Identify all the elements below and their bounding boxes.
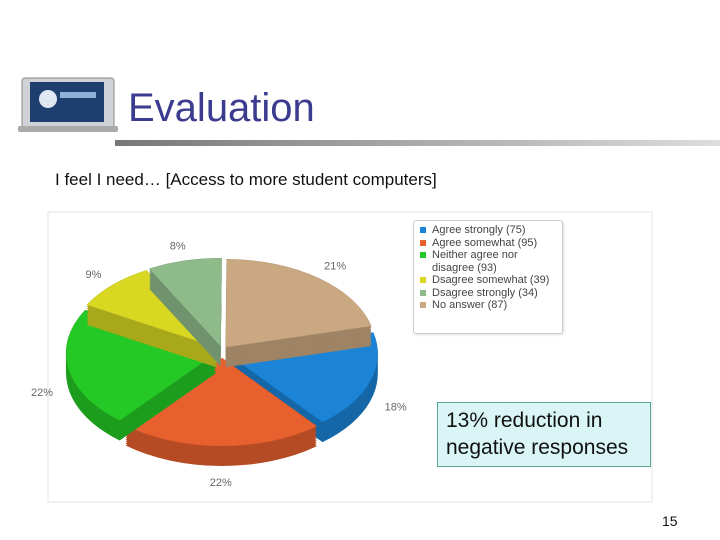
legend-swatch [420,302,426,308]
pie-label: 18% [385,402,407,414]
pie-slice [125,357,318,447]
legend-label: Agree strongly (75) [432,224,526,236]
legend-label: Dsagree somewhat (39) [432,274,550,286]
pie-label: 8% [170,240,186,252]
legend-swatch [420,252,426,258]
legend-label: Neither agree nor disagree (93) [432,249,518,274]
legend: Agree strongly (75) Agree somewhat (95) Ne… [413,220,563,334]
legend-item: Agree strongly (75) [418,224,558,237]
pie-label: 22% [210,477,232,489]
laptop-icon [18,77,118,132]
legend-swatch [420,227,426,233]
legend-item: Neither agree nor disagree (93) [418,249,558,274]
legend-item: No answer (87) [418,299,558,312]
legend-label: Dsagree strongly (34) [432,286,538,299]
legend-item: Agree somewhat (95) [418,237,558,250]
pie-slice [225,259,372,348]
legend-swatch [420,277,426,283]
pie-label: 9% [86,269,102,281]
pie-slice [148,257,222,347]
legend-item: Dsagree strongly (34) [418,287,558,300]
page-number: 15 [662,513,678,529]
pie-slice [65,309,217,421]
legend-swatch [420,289,426,296]
legend-item: Dsagree somewhat (39) [418,274,558,287]
pie-slice [86,270,219,349]
subtitle: I feel I need… [Access to more student c… [55,170,437,189]
pie-label: 22% [31,387,53,399]
slide-title: Evaluation [128,86,315,130]
pie-label: 21% [324,261,346,273]
title-rule [115,140,720,146]
legend-swatch [420,239,426,246]
legend-label: Agree somewhat (95) [432,236,538,249]
legend-label: No answer (87) [432,299,508,311]
callout: 13% reduction in negative responses [437,402,651,467]
pie-chart: 18% 22% 22% 9% 8% 21% [31,240,407,488]
